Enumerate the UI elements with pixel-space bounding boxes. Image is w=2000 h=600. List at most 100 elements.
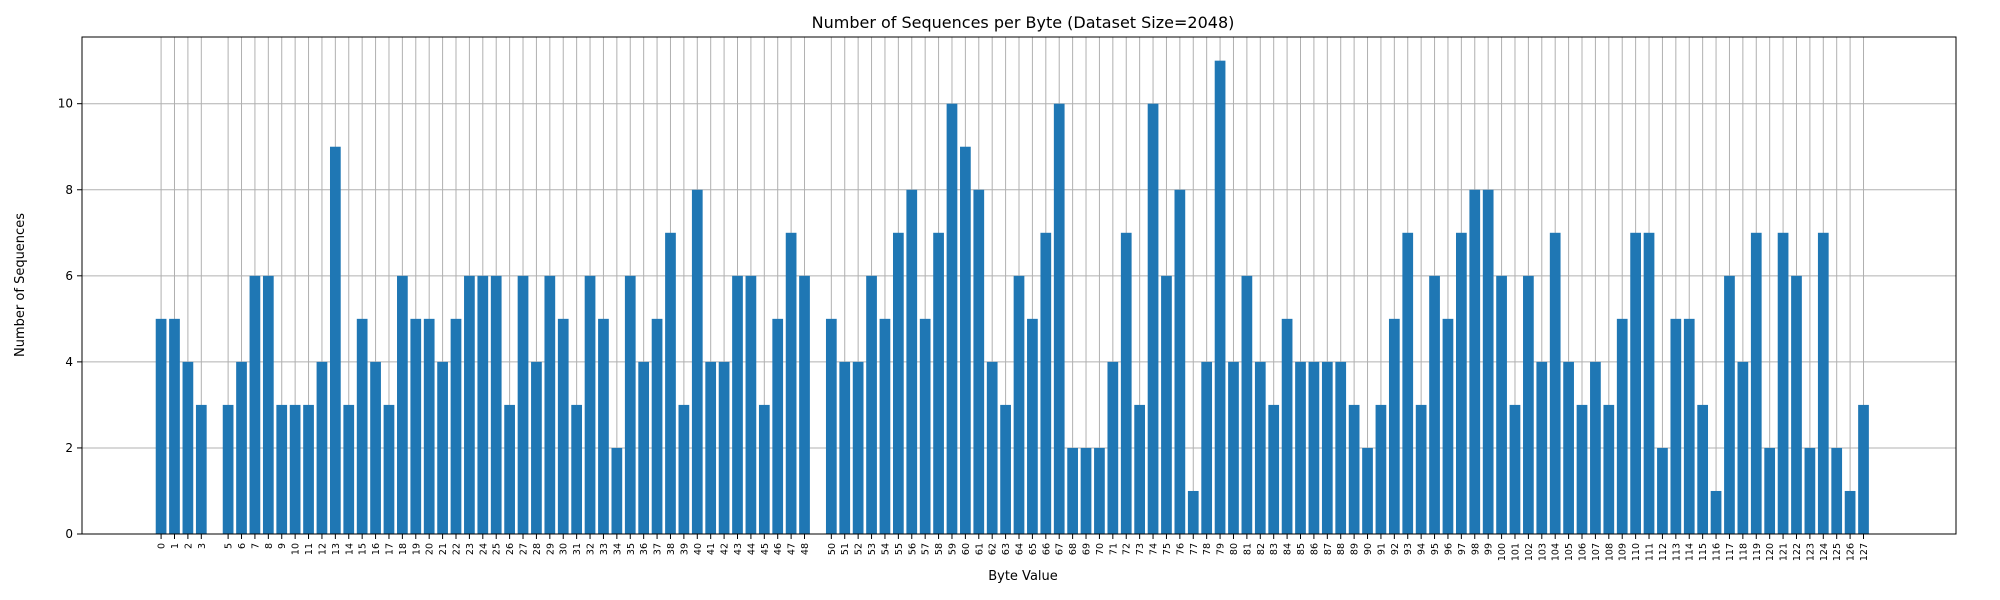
x-tick-label: 54 [880,543,891,555]
bar [986,361,998,534]
bar [1134,404,1146,534]
x-tick-label: 47 [787,543,798,555]
x-tick-label: 25 [492,543,503,555]
bar [1858,404,1869,534]
bar [1214,60,1226,535]
x-tick-label: 11 [304,543,315,555]
bar [490,275,502,534]
x-tick-label: 55 [894,543,905,555]
bar [1402,232,1414,534]
x-tick-label: 62 [988,543,999,555]
bar [356,318,368,534]
x-tick-label: 41 [706,543,717,555]
x-tick-label: 8 [264,543,275,549]
x-tick-label: 38 [666,543,677,555]
bar [1455,232,1467,534]
bar [1549,232,1561,534]
bar [1496,275,1507,534]
bar [1536,361,1548,534]
x-tick-label: 87 [1323,543,1334,555]
bar [1764,447,1776,534]
x-tick-label: 60 [961,543,972,555]
bar [1080,447,1092,534]
bar [262,275,274,534]
x-tick-label: 3 [197,543,208,549]
x-tick-label: 94 [1417,543,1428,555]
y-tick-label: 2 [65,441,73,455]
x-tick-label: 99 [1484,543,1495,555]
bar [557,318,569,534]
x-tick-label: 122 [1792,543,1803,561]
x-tick-label: 98 [1470,543,1481,555]
x-tick-label: 92 [1390,543,1401,555]
bar [1509,404,1521,534]
x-tick-label: 14 [344,543,355,555]
bar [879,318,891,534]
x-tick-label: 72 [1122,543,1133,555]
y-tick-label: 4 [65,355,73,369]
x-tick-label: 1 [170,543,181,549]
bar [276,404,288,534]
bar [1228,361,1239,534]
bar [1523,275,1534,534]
x-tick-label: 23 [465,543,476,555]
x-tick-label: 78 [1202,543,1213,555]
x-tick-label: 34 [612,543,623,555]
bar [1804,447,1816,534]
bar [866,275,877,534]
x-tick-label: 66 [1041,543,1052,555]
bar [504,404,515,534]
x-tick-label: 33 [599,543,610,555]
x-tick-label: 108 [1604,543,1615,561]
bar [1576,404,1588,534]
x-tick-label: 111 [1645,543,1656,561]
bar [1817,232,1829,534]
bar [1670,318,1682,534]
x-tick-label: 90 [1363,543,1374,555]
bar [450,318,462,534]
x-tick-label: 32 [586,543,597,555]
x-tick-label: 58 [934,543,945,555]
bar [598,318,609,534]
x-tick-label: 65 [1028,543,1039,555]
bar [1241,275,1253,534]
bar [1831,447,1843,534]
bar [1415,404,1427,534]
bar [383,404,395,534]
x-tick-label: 79 [1216,543,1227,555]
x-tick-label: 76 [1175,543,1186,555]
x-tick-label: 67 [1055,543,1066,555]
bar [236,361,247,534]
bar [1295,361,1306,534]
x-tick-label: 6 [237,543,248,549]
bar [665,232,676,534]
x-tick-label: 89 [1350,543,1361,555]
x-tick-label: 97 [1457,543,1468,555]
x-tick-label: 118 [1738,543,1749,561]
x-tick-label: 119 [1752,543,1763,561]
bar [1442,318,1454,534]
y-tick-label: 10 [58,97,73,111]
bars [155,60,1869,535]
y-axis: 0 2 4 6 8 10 [58,97,82,541]
bar [316,361,328,534]
bar [1697,404,1709,534]
bar [1657,447,1668,534]
x-tick-label: 70 [1095,543,1106,555]
bar [1040,232,1052,534]
bar [1482,189,1494,534]
x-tick-label: 126 [1846,543,1857,561]
bar [343,404,355,534]
x-tick-label: 2 [183,543,194,549]
bar [651,318,663,534]
bar [1147,103,1159,535]
bar [517,275,529,534]
bar [1375,404,1387,534]
x-tick-label: 10 [291,543,302,555]
bar [1053,103,1065,535]
bar [531,361,542,534]
x-axis: 0 1 2 3 5 6 7 8 9 10 11 12 13 14 15 16 17 18 19 20 21 22 23 24 2… [157,534,1870,561]
x-tick-label: 24 [478,543,489,555]
y-axis-label: Number of Sequences [13,213,28,357]
x-tick-label: 20 [425,543,436,555]
